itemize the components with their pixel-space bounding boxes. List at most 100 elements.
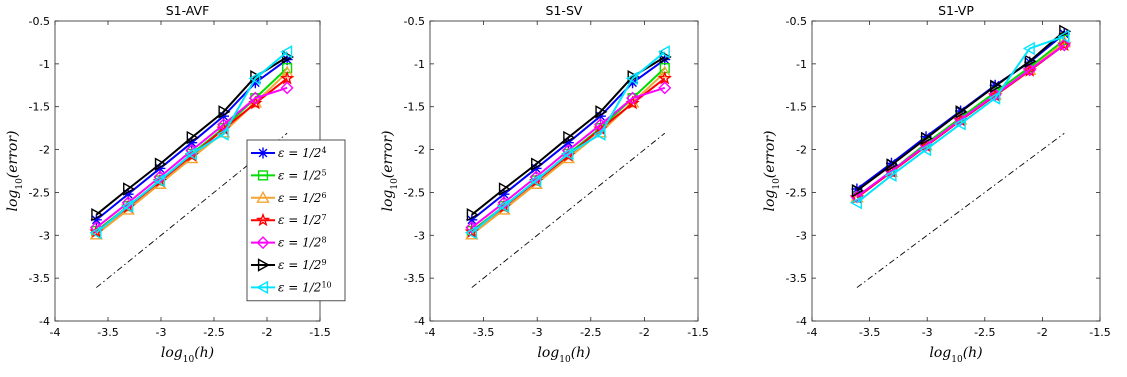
series-line <box>856 44 1065 198</box>
data-point <box>1057 29 1070 44</box>
x-tick-label: -2 <box>262 326 273 339</box>
y-tick-label: -0.5 <box>404 15 425 28</box>
y-tick-label: -0.5 <box>786 15 807 28</box>
data-point <box>625 71 638 86</box>
series-line <box>471 56 666 216</box>
x-axis-label: log10(h) <box>929 345 982 365</box>
data-point <box>464 226 477 240</box>
reference-slope-line <box>856 132 1065 288</box>
series-line <box>471 51 666 234</box>
data-point <box>657 45 670 59</box>
x-tick-label: -3.5 <box>859 326 880 339</box>
data-point <box>154 162 166 174</box>
y-tick-label: -4 <box>414 315 425 328</box>
data-point <box>186 137 198 149</box>
data-point <box>186 130 199 145</box>
data-point <box>530 162 542 174</box>
data-point <box>884 168 897 182</box>
y-tick-label: -4 <box>796 315 807 328</box>
data-point <box>217 118 231 132</box>
y-tick-label: -3 <box>39 229 50 242</box>
series-1 <box>90 54 293 226</box>
data-point <box>89 226 102 240</box>
legend-entry: ε = 1/27 <box>251 212 327 227</box>
data-point <box>561 147 574 161</box>
legend-marker <box>255 212 271 227</box>
y-tick-label: -2.5 <box>404 186 425 199</box>
chart-panel-3: -4 -3.5 -3 -2.5 -2 -1.5 -4 -3.5 -3 -2.5 -2 -1.5 -1 -0… <box>762 3 1111 365</box>
data-point <box>851 184 864 198</box>
data-point <box>595 105 608 119</box>
data-point <box>122 188 134 200</box>
x-tick-label: -4 <box>425 326 436 339</box>
data-point <box>280 81 294 95</box>
y-axis-label: log10(error) <box>5 130 25 211</box>
y-tick-label: -1 <box>414 58 425 71</box>
y-tick-label: -4 <box>39 315 50 328</box>
x-tick-label: -3 <box>922 326 933 339</box>
data-point <box>498 188 510 200</box>
data-point <box>988 91 1001 105</box>
data-point <box>498 182 511 196</box>
data-point <box>218 105 231 119</box>
legend-label: ε = 1/25 <box>278 168 327 183</box>
series-line <box>95 51 288 234</box>
data-point <box>497 199 510 213</box>
legend-marker <box>257 258 270 272</box>
y-axis-label: log10(error) <box>762 130 782 211</box>
legend-label: ε = 1/28 <box>278 235 327 250</box>
data-point <box>1024 54 1037 68</box>
data-point <box>885 157 897 169</box>
y-tick-label: -2.5 <box>29 186 50 199</box>
y-tick-label: -3.5 <box>29 272 50 285</box>
legend-marker <box>256 190 270 203</box>
y-tick-label: -1.5 <box>786 101 807 114</box>
series-1 <box>466 54 671 226</box>
data-point <box>248 91 262 105</box>
data-point <box>593 118 607 132</box>
data-point <box>531 157 544 171</box>
chart-panel-1: -4 -3.5 -3 -2.5 -2 -1.5 -4 -3.5 -3 -2.5 -2 -1.5 -1 -0… <box>5 3 346 365</box>
chart-panel-2: -4 -3.5 -3 -2.5 -2 -1.5 -4 -3.5 -3 -2.5 -2 -1.5 -1 -0… <box>380 3 709 365</box>
data-point <box>919 142 932 157</box>
data-point <box>282 50 295 64</box>
x-tick-label: -3 <box>156 326 167 339</box>
y-tick-label: -1.5 <box>29 101 50 114</box>
series-line <box>856 30 1065 192</box>
y-tick-label: -3.5 <box>786 272 807 285</box>
legend-label: ε = 1/29 <box>278 258 327 273</box>
legend-entry: ε = 1/24 <box>251 146 327 160</box>
data-point <box>280 70 295 85</box>
x-tick-label: -3 <box>532 326 543 339</box>
data-point <box>89 221 103 235</box>
y-tick-label: -3 <box>414 229 425 242</box>
data-point <box>1057 38 1071 52</box>
data-point <box>152 173 166 188</box>
data-point <box>953 117 966 131</box>
data-point <box>184 147 197 161</box>
data-point <box>280 45 293 59</box>
data-point <box>593 127 606 141</box>
data-point <box>626 91 640 105</box>
data-point <box>466 208 479 222</box>
plot-area-frame <box>811 20 1101 322</box>
data-point <box>465 221 479 235</box>
legend-entry: ε = 1/28 <box>251 235 327 250</box>
y-tick-label: -2 <box>796 144 807 157</box>
y-tick-label: -1 <box>796 58 807 71</box>
data-point <box>154 157 167 171</box>
x-tick-label: -4 <box>807 326 818 339</box>
data-point <box>466 214 478 226</box>
series-7 <box>89 45 293 240</box>
data-point <box>90 214 102 226</box>
x-tick-label: -1.5 <box>1089 326 1110 339</box>
series-line <box>95 56 288 216</box>
data-point <box>280 65 294 78</box>
plot-area-frame <box>429 20 699 322</box>
legend-entry: ε = 1/210 <box>251 280 332 294</box>
series-line <box>856 35 1065 204</box>
data-point <box>216 127 229 141</box>
data-point <box>562 137 574 149</box>
x-tick-label: -3.5 <box>97 326 118 339</box>
data-point <box>1023 63 1037 77</box>
